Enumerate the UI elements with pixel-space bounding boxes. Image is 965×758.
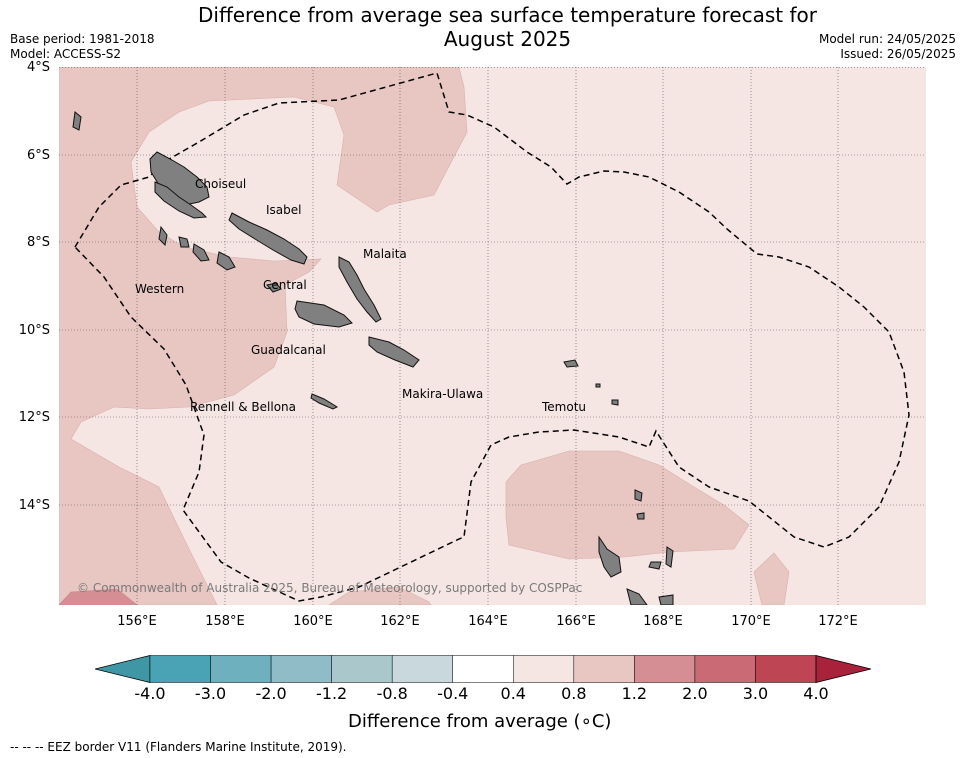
map-title-line1: Difference from average sea surface temp… (197, 3, 817, 27)
colorbar-tick-label: -3.0 (194, 684, 227, 703)
temotu-island-b (595, 383, 601, 388)
anomaly-area-warm (59, 588, 138, 605)
colorbar-tick-label: 3.0 (742, 684, 769, 703)
region-label-western: Western (135, 282, 185, 296)
colorbar-tick-label: 1.2 (621, 684, 648, 703)
region-label-rennell-bellona: Rennell & Bellona (190, 400, 297, 414)
colorbar-extend-low (95, 655, 151, 683)
colorbar-tick-label: 4.0 (803, 684, 829, 703)
colorbar-extend-high (815, 655, 871, 683)
lon-label-168e: 168°E (643, 614, 683, 629)
colorbar-label-unit: ∘C) (580, 711, 612, 732)
colorbar-tick-label: -2.0 (255, 684, 287, 703)
map-title: Difference from average sea surface temp… (150, 3, 865, 51)
choiseul-island (149, 151, 210, 206)
issued-text: Issued: 26/05/2025 (840, 47, 956, 61)
rennell-island (310, 393, 339, 410)
lat-label-14s: 14°S (18, 498, 50, 513)
model-run-text: Model run: 24/05/2025 (818, 32, 956, 46)
colorbar-segment (755, 655, 817, 683)
colorbar-tick-label: -0.4 (437, 684, 469, 703)
isabel-island (228, 212, 308, 265)
colorbar-tick-label: -1.2 (316, 684, 348, 703)
western-islands-b (216, 251, 236, 271)
choiseul-west-islet (72, 111, 82, 131)
makira-island (368, 336, 420, 368)
new-georgia-island (154, 181, 208, 219)
anomaly-area-southeast (505, 450, 750, 560)
region-label-choiseul: Choiseul (195, 177, 247, 191)
lon-label-160e: 160°E (293, 614, 333, 629)
colorbar-segment (149, 655, 211, 683)
colorbar-segment (452, 655, 514, 683)
region-label-temotu: Temotu (542, 400, 587, 414)
region-label-guadalcanal: Guadalcanal (251, 343, 326, 357)
lat-label-6s: 6°S (26, 148, 50, 163)
lon-label-158e: 158°E (205, 614, 245, 629)
lon-label-166e: 166°E (556, 614, 596, 629)
colorbar-label: Difference from average (∘C) (348, 711, 611, 732)
copyright-text: © Commonwealth of Australia 2025, Bureau… (77, 581, 583, 595)
lat-label-8s: 8°S (26, 235, 50, 250)
lat-label-12s: 12°S (18, 410, 50, 425)
colorbar-segment (270, 655, 332, 683)
lon-label-172e: 172°E (818, 614, 858, 629)
lat-label-10s: 10°S (18, 323, 50, 338)
temotu-island-a (563, 359, 579, 368)
anomaly-area-east (753, 552, 790, 605)
region-label-isabel: Isabel (266, 203, 302, 217)
anomaly-area-south-central (328, 586, 432, 605)
central-islands (266, 282, 282, 293)
colorbar-segment (391, 655, 453, 683)
colorbar-segment (634, 655, 696, 683)
lon-label-164e: 164°E (468, 614, 508, 629)
guadalcanal-island (294, 300, 353, 328)
colorbar-tick-label: -4.0 (134, 684, 166, 703)
region-label-makira-ulawa: Makira-Ulawa (402, 387, 484, 401)
colorbar-segment (210, 655, 272, 683)
colorbar-segment (573, 655, 635, 683)
model-text: Model: ACCESS-S2 (10, 47, 122, 61)
vanuatu-island-a (634, 489, 643, 502)
lon-label-156e: 156°E (117, 614, 157, 629)
colorbar-segment (694, 655, 756, 683)
eez-legend-text: -- -- -- EEZ border V11 (Flanders Marine… (10, 740, 347, 754)
vanuatu-island-d (665, 546, 674, 568)
region-label-malaita: Malaita (363, 247, 407, 261)
vanuatu-island-e (626, 588, 648, 605)
vanuatu-island-f (658, 594, 674, 605)
vanuatu-espiritu-santo (598, 535, 622, 578)
colorbar-tick-label: -0.8 (376, 684, 408, 703)
colorbar-segment (513, 655, 575, 683)
region-label-central: Central (263, 278, 307, 292)
temotu-island-c (611, 399, 619, 406)
western-islands-d (178, 236, 190, 248)
lon-label-170e: 170°E (731, 614, 771, 629)
western-islands-c (158, 225, 168, 247)
map-canvas (59, 67, 926, 605)
land-masses (72, 111, 674, 605)
eez-border (74, 72, 910, 602)
colorbar-tick-label: 0.4 (500, 684, 526, 703)
colorbar-label-text: Difference from average ( (348, 711, 581, 732)
graticule (59, 67, 926, 605)
western-islands-a (192, 243, 210, 262)
colorbar (95, 655, 871, 683)
colorbar-segment (331, 655, 393, 683)
lon-label-162e: 162°E (380, 614, 420, 629)
lat-label-4s: 4°S (26, 60, 50, 75)
map-title-line2: August 2025 (443, 27, 572, 51)
malaita-island (338, 256, 382, 323)
colorbar-tick-label: 0.8 (561, 684, 587, 703)
vanuatu-island-b (636, 512, 645, 520)
vanuatu-island-c (648, 561, 662, 570)
colorbar-tick-label: 2.0 (682, 684, 708, 703)
base-period-text: Base period: 1981-2018 (10, 32, 155, 46)
